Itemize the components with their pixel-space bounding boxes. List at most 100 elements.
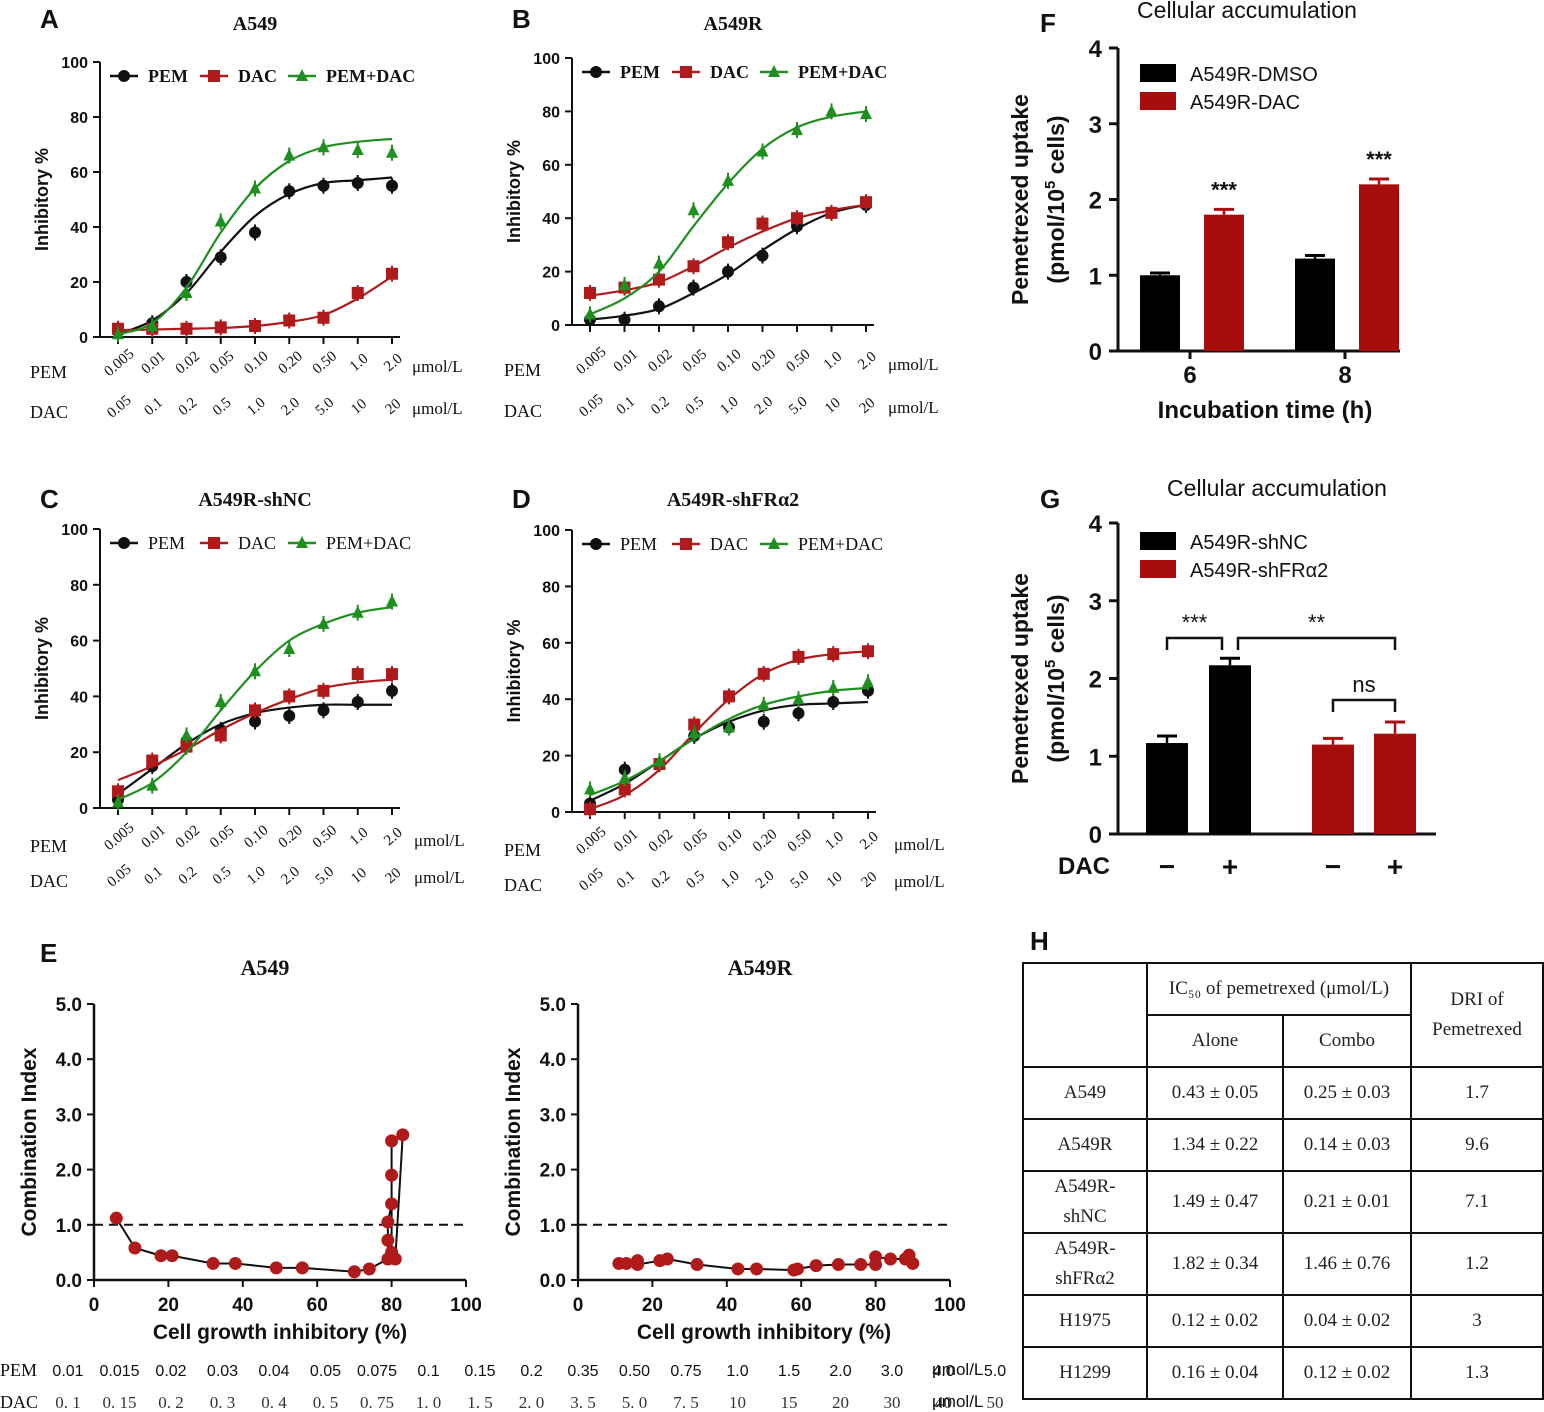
data-point-a-pem-8	[386, 179, 398, 192]
dose-row-label-pem-d: PEM	[504, 840, 541, 860]
ci-dose-pem-16: 3.0	[881, 1363, 903, 1380]
dose-pem-a-8: 2.0	[381, 351, 406, 375]
dose-unit-pem-a: μmol/L	[412, 357, 463, 376]
bar-legend-label-g-1: A549R-shFRα2	[1190, 560, 1328, 582]
dose-dac-b-5: 2.0	[752, 394, 777, 418]
bar-y-label-line1-f: Pemetrexed uptake	[1007, 94, 1033, 305]
fit-curve-a-pem	[117, 176, 393, 336]
data-point-a-combo-1	[146, 319, 159, 331]
y-tick-label-c-1: 20	[70, 745, 88, 762]
data-point-b-combo-1	[618, 277, 631, 290]
bar-x-category-g-0: −	[1159, 851, 1175, 882]
ci-title-e1: A549	[241, 955, 290, 980]
bar-significance-f-0: ***	[1211, 177, 1237, 202]
dose-dac-d-2: 0.2	[649, 868, 674, 892]
bar-f-0-0	[1140, 275, 1180, 351]
dose-dac-a-4: 1.0	[244, 395, 269, 419]
legend-marker-c-pem	[118, 537, 130, 549]
table-cell-line: A549R	[1022, 1118, 1148, 1172]
ci-point-e1-14	[385, 1168, 399, 1182]
dose-pem-b-0: 0.005	[573, 344, 609, 378]
data-point-b-dac-8	[860, 196, 872, 209]
bar-g-3	[1374, 733, 1416, 834]
bar-y-tick-label-f-3: 3	[1089, 112, 1102, 139]
dose-pem-d-5: 0.20	[750, 826, 780, 855]
data-point-c-dac-6	[317, 684, 330, 697]
data-point-a-dac-2	[180, 322, 193, 335]
dose-pem-b-3: 0.05	[680, 346, 710, 375]
data-point-a-dac-4	[249, 320, 261, 332]
dose-pem-c-0: 0.005	[101, 820, 137, 854]
ci-x-tick-label-e1-4: 80	[381, 1295, 402, 1316]
ci-point-e2-16	[883, 1252, 897, 1266]
ci-point-e1-9	[362, 1262, 376, 1276]
dose-pem-a-2: 0.02	[173, 348, 203, 377]
ci-x-tick-label-e2-4: 80	[865, 1295, 886, 1316]
data-point-c-combo-0	[112, 795, 124, 808]
data-point-b-pem-2	[653, 300, 665, 313]
ci-dose-pem-6: 0.075	[357, 1363, 397, 1380]
dose-dac-c-7: 10	[348, 865, 370, 887]
ci-x-tick-label-e1-3: 60	[307, 1295, 328, 1316]
dose-dac-a-0: 0.05	[104, 392, 134, 421]
dose-pem-a-5: 0.20	[275, 348, 305, 377]
legend-label-b-dac: DAC	[710, 62, 749, 82]
data-point-b-dac-4	[722, 236, 734, 249]
ci-point-e1-4	[206, 1256, 220, 1270]
ci-y-tick-label-e2-2: 2.0	[540, 1161, 566, 1182]
data-point-b-combo-3	[687, 203, 700, 216]
data-point-a-dac-7	[351, 287, 364, 299]
legend-marker-d-pem	[590, 538, 602, 550]
dose-pem-c-7: 1.0	[347, 825, 372, 849]
dose-pem-b-6: 0.50	[783, 346, 813, 375]
y-tick-label-a-0: 0	[79, 330, 88, 347]
ci-point-e1-2	[154, 1249, 168, 1263]
data-point-b-dac-5	[756, 217, 769, 230]
data-point-c-combo-6	[317, 616, 330, 629]
table-cell-dri: 1.3	[1410, 1346, 1544, 1400]
ci-x-tick-label-e1-0: 0	[89, 1295, 100, 1316]
ci-dose-pem-1: 0.015	[99, 1363, 139, 1380]
data-point-a-combo-6	[317, 140, 330, 153]
data-point-c-pem-7	[351, 695, 364, 708]
ci-dose-label-dac: DAC	[0, 1392, 38, 1412]
bar-x-tick-label-f-0: 6	[1183, 362, 1196, 389]
ci-title-e2: A549R	[728, 955, 794, 980]
bar-y-tick-label-f-2: 2	[1089, 188, 1102, 215]
ci-x-label-e1: Cell growth inhibitory (%)	[153, 1321, 407, 1344]
dose-unit-dac-d: μmol/L	[894, 872, 945, 891]
ci-x-tick-label-e1-2: 40	[232, 1295, 253, 1316]
dose-dac-c-2: 0.2	[176, 864, 201, 888]
data-point-d-pem-5	[757, 715, 770, 728]
panel-letter-a: A	[40, 4, 59, 34]
bracket-label-g-shnc: ***	[1182, 610, 1208, 635]
ci-dose-pem-17: 4.0	[932, 1363, 954, 1380]
dose-row-label-pem-b: PEM	[504, 360, 541, 380]
ci-dose-dac-9: 2. 0	[519, 1393, 545, 1412]
bar-legend-swatch-f-1	[1140, 92, 1176, 110]
table-cell-dri: 9.6	[1410, 1118, 1544, 1172]
bar-y-label-line2-g: (pmol/105 cells)	[1042, 594, 1069, 762]
bar-f-1-0	[1204, 214, 1244, 351]
table-row: H1299 0.16 ± 0.04 0.12 ± 0.02 1.3	[1022, 1346, 1544, 1400]
ci-point-e1-7	[295, 1261, 309, 1275]
bracket-label-g-shfr: ns	[1352, 672, 1375, 697]
data-point-b-combo-0	[584, 307, 596, 320]
table-cell-line-name-2: shNC	[1063, 1206, 1107, 1227]
ci-point-e1-8	[347, 1265, 361, 1279]
data-point-a-pem-5	[283, 185, 296, 198]
data-point-b-pem-3	[687, 281, 700, 294]
ci-dose-dac-15: 20	[832, 1393, 849, 1412]
panel-letter-e: E	[40, 938, 57, 968]
dose-dac-c-3: 0.5	[210, 864, 235, 888]
data-point-d-pem-7	[827, 696, 840, 709]
legend-marker-b-dac	[680, 66, 692, 78]
data-point-a-combo-8	[386, 145, 398, 158]
ci-point-e2-10	[790, 1262, 804, 1276]
ci-dose-dac-7: 1. 0	[416, 1393, 442, 1412]
ci-dose-dac-2: 0. 2	[158, 1393, 184, 1412]
data-point-a-combo-5	[283, 148, 296, 161]
legend-marker-c-combo	[296, 536, 308, 548]
fit-curve-b-combo	[589, 110, 867, 316]
dose-dac-b-6: 5.0	[786, 394, 811, 418]
